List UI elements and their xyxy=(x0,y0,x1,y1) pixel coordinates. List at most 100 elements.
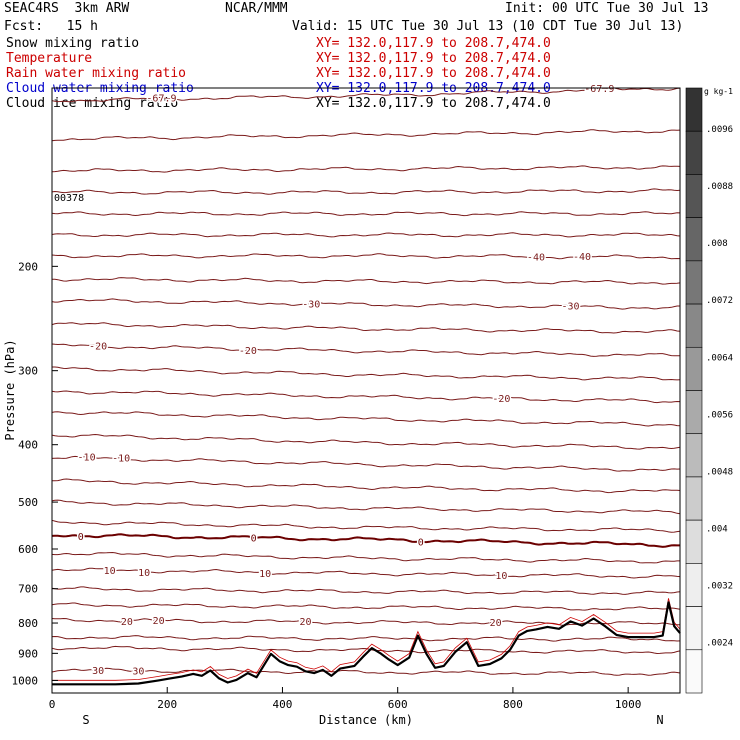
colorbar-tick-label: .0088 xyxy=(706,182,733,192)
y-tick-label: 700 xyxy=(18,583,38,596)
isotherm-label: 0 xyxy=(418,538,424,549)
isotherm-line xyxy=(51,567,681,579)
isotherm-line xyxy=(51,551,680,564)
isotherm-label: -67.9 xyxy=(584,84,614,95)
x-tick-label: 0 xyxy=(49,698,56,711)
colorbar-swatch xyxy=(685,303,703,348)
x-axis-title: Distance (km) xyxy=(319,713,413,727)
model-title: SEAC4RS 3km ARW xyxy=(4,1,130,16)
field-name-snow: Snow mixing ratio xyxy=(6,36,140,51)
isotherm-label: 10 xyxy=(259,569,271,580)
field-name-cloud-water: Cloud water mixing ratio xyxy=(6,81,194,96)
rain-contour xyxy=(52,598,681,681)
y-tick-label: 600 xyxy=(18,543,38,556)
terrain-layer xyxy=(52,601,681,686)
isotherm-label: 20 xyxy=(299,617,311,628)
isotherm-line xyxy=(51,188,681,195)
field-name-cloud-ice: Cloud ice mixing ratio xyxy=(6,96,179,111)
y-axis: 200 300 400 500 600 700 800 900 1000 xyxy=(12,260,58,687)
colorbar-swatch xyxy=(685,260,703,305)
isotherm-line xyxy=(51,667,681,676)
isotherm-line xyxy=(51,343,681,357)
colorbar-tick-label: .0064 xyxy=(706,353,733,363)
isotherm-line xyxy=(51,645,681,655)
isotherm-line xyxy=(51,390,681,404)
colorbar-swatch xyxy=(685,217,703,262)
y-tick-label: 800 xyxy=(18,617,38,630)
isotherm-label: 0 xyxy=(251,534,257,545)
y-tick-label: 1000 xyxy=(12,674,39,687)
isotherm-label: -40 xyxy=(527,252,545,263)
isotherm-label: -67.9 xyxy=(146,94,176,105)
colorbar-swatch xyxy=(685,606,703,651)
north-label: N xyxy=(656,713,663,727)
isotherm-label: 10 xyxy=(104,566,116,577)
isotherm-line xyxy=(51,165,681,173)
rain-layer xyxy=(52,598,681,681)
isotherm-line xyxy=(51,635,681,642)
colorbar-swatch xyxy=(685,563,703,607)
isotherm-label: 30 xyxy=(92,666,104,677)
isotherm-label: -20 xyxy=(492,394,510,405)
colorbar-tick-label: .0048 xyxy=(706,467,733,477)
isotherm-line xyxy=(51,586,681,595)
contour-label-layer: -67.9 -67.9 -40 -40 -30 -30 -20 -20 -20 -10 -10 0 0 0… xyxy=(76,83,616,679)
field-name-temperature: Temperature xyxy=(6,51,93,66)
valid-time: Valid: 15 UTC Tue 30 Jul 13 (10 CDT Tue … xyxy=(292,19,684,34)
x-tick-label: 200 xyxy=(157,698,177,711)
colorbar-tick-label: .0056 xyxy=(706,410,733,420)
y-tick-label: 900 xyxy=(18,647,38,660)
isotherm-line xyxy=(52,277,681,285)
x-axis: 0 200 400 600 800 1000 xyxy=(49,687,642,711)
colorbar-unit: g kg-1 xyxy=(704,87,733,96)
y-tick-label: 200 xyxy=(18,260,38,273)
isotherm-label: -10 xyxy=(112,454,130,465)
colorbar-swatch xyxy=(685,476,703,521)
colorbar-swatch xyxy=(685,433,703,478)
isotherm-line xyxy=(51,499,681,515)
y-axis-title: Pressure (hPa) xyxy=(3,339,17,440)
isotherm-label: -20 xyxy=(239,346,257,357)
colorbar-swatch xyxy=(685,87,703,132)
colorbar-swatch xyxy=(685,519,703,564)
colorbar-swatch xyxy=(685,390,703,435)
plot-frame xyxy=(51,87,681,694)
isotherm-line xyxy=(51,232,681,238)
isotherm-line xyxy=(52,366,681,381)
colorbar-swatch xyxy=(685,649,703,694)
colorbar-tick-label: .0096 xyxy=(706,125,733,135)
isotherm-label: -30 xyxy=(302,300,320,311)
field-xy-rain: XY= 132.0,117.9 to 208.7,474.0 xyxy=(316,66,551,81)
colorbar-tick-label: .008 xyxy=(706,239,728,249)
isotherm-label: 20 xyxy=(121,617,133,628)
field-xy-cloud-ice: XY= 132.0,117.9 to 208.7,474.0 xyxy=(316,96,551,111)
init-time: Init: 00 UTC Tue 30 Jul 13 xyxy=(505,1,709,16)
isotherm-line xyxy=(51,211,681,217)
field-xy-snow: XY= 132.0,117.9 to 208.7,474.0 xyxy=(316,36,551,51)
isotherm-layer xyxy=(51,87,681,676)
isotherm-label: -40 xyxy=(573,252,591,263)
isotherm-label: 20 xyxy=(490,618,502,629)
colorbar-tick-label: .0072 xyxy=(706,296,733,306)
isotherm-label: 10 xyxy=(495,571,507,582)
isotherm-line xyxy=(51,617,681,626)
isotherm-line xyxy=(51,253,681,260)
x-tick-label: 800 xyxy=(503,698,523,711)
colorbar-swatch xyxy=(685,130,703,175)
isotherm-line xyxy=(51,87,681,103)
isotherm-label: -30 xyxy=(562,302,580,313)
x-tick-label: 600 xyxy=(388,698,408,711)
org-label: NCAR/MMM xyxy=(225,1,288,16)
x-tick-label: 1000 xyxy=(615,698,642,711)
colorbar-tick-label: .0024 xyxy=(706,639,733,649)
south-label: S xyxy=(82,713,89,727)
isotherm-line xyxy=(51,455,681,472)
colorbar-swatch xyxy=(685,346,703,391)
isotherm-line xyxy=(51,129,681,142)
isotherm-line xyxy=(51,322,681,334)
isotherm-label: 30 xyxy=(132,667,144,678)
colorbar: .0096 .0088 .008 .0072 .0064 .0056 .0048 .004 .0… xyxy=(685,87,733,694)
isotherm-label: -20 xyxy=(89,341,107,352)
isotherm-line xyxy=(51,533,680,548)
